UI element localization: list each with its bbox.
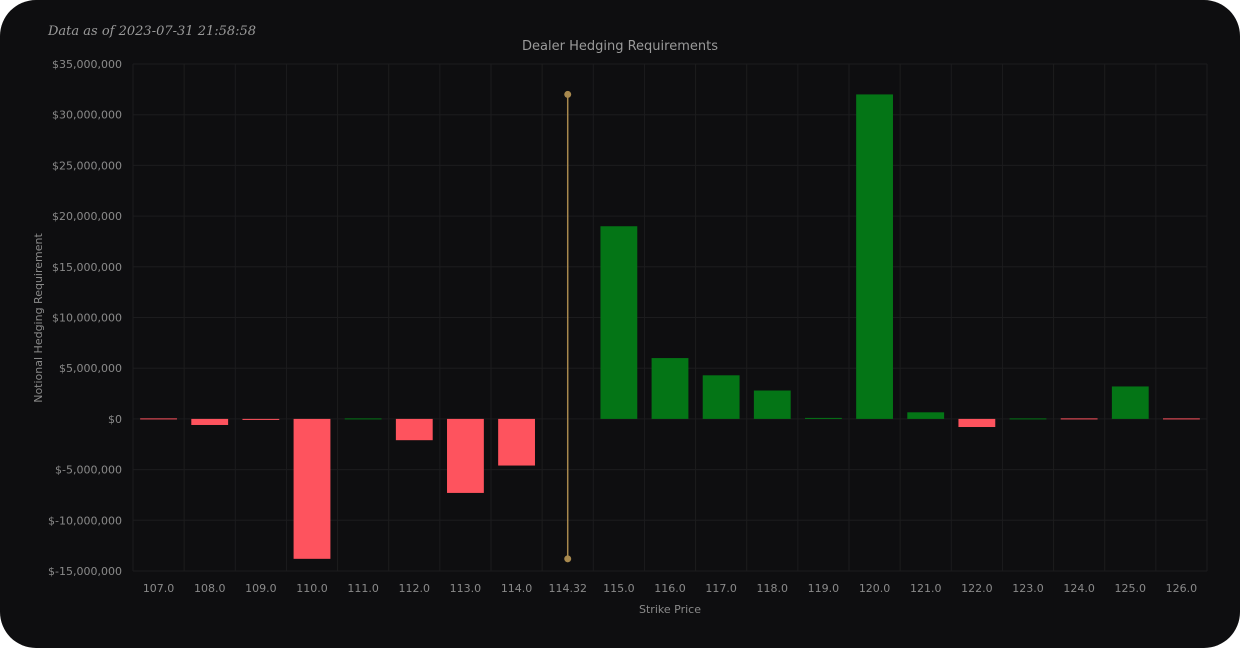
bar-122.0[interactable] [958,418,996,428]
x-tick-label: 107.0 [143,582,175,595]
bar-118.0[interactable] [753,390,791,419]
x-tick-label: 114.32 [548,582,587,595]
x-tick-label: 109.0 [245,582,277,595]
bar-107.0[interactable] [140,418,177,420]
x-tick-label: 115.0 [603,582,635,595]
bar-126.0[interactable] [1163,418,1200,420]
grid-lines [132,63,1208,572]
y-tick-label: $30,000,000 [52,109,122,122]
x-tick-label: 124.0 [1063,582,1095,595]
x-tick-label: 125.0 [1115,582,1147,595]
x-tick-label: 121.0 [910,582,942,595]
y-tick-label: $15,000,000 [52,261,122,274]
bar-109.0[interactable] [242,418,280,420]
bar-110.0[interactable] [293,418,331,559]
x-axis-title: Strike Price [639,603,701,616]
chart-title: Dealer Hedging Requirements [522,39,718,54]
bar-108.0[interactable] [191,418,229,425]
x-tick-label: 119.0 [808,582,840,595]
data-timestamp: Data as of 2023-07-31 21:58:58 [48,24,257,39]
y-tick-label: $-15,000,000 [48,565,122,578]
spot-price-endpoint [564,90,572,98]
y-tick-label: $-5,000,000 [55,464,122,477]
y-tick-label: $35,000,000 [52,58,122,71]
x-tick-label: 117.0 [705,582,737,595]
x-tick-label: 110.0 [296,582,328,595]
bar-120.0[interactable] [856,94,893,419]
bar-117.0[interactable] [702,375,740,419]
x-tick-label: 118.0 [757,582,789,595]
x-tick-label: 123.0 [1012,582,1044,595]
bar-112.0[interactable] [395,418,433,441]
x-tick-label: 108.0 [194,582,226,595]
x-tick-label: 112.0 [399,582,431,595]
bar-123.0[interactable] [1009,418,1047,420]
bar-116.0[interactable] [651,358,689,419]
y-tick-label: $0 [108,413,122,426]
x-tick-label: 120.0 [859,582,891,595]
x-tick-label: 113.0 [450,582,482,595]
y-tick-label: $5,000,000 [59,362,122,375]
x-axis-ticks: 107.0 108.0 109.0 110.0 111.0 112.0 113.0 114.0… [143,582,1197,595]
bar-124.0[interactable] [1060,418,1098,420]
bar-113.0[interactable] [447,418,484,493]
x-tick-label: 111.0 [347,582,379,595]
bar-111.0[interactable] [344,418,382,420]
y-tick-label: $25,000,000 [52,159,122,172]
bar-114.0[interactable] [498,418,535,466]
y-tick-label: $-10,000,000 [48,514,122,527]
x-tick-label: 126.0 [1166,582,1198,595]
spot-marker [564,90,572,563]
bar-115.0[interactable] [600,226,638,419]
x-tick-label: 116.0 [654,582,686,595]
spot-price-endpoint [564,555,572,563]
y-axis-title: Notional Hedging Requirement [32,233,45,403]
bars [140,94,1200,559]
y-axis-ticks: $35,000,000 $30,000,000 $25,000,000 $20,000… [48,58,122,578]
x-tick-label: 114.0 [501,582,533,595]
bar-125.0[interactable] [1111,386,1149,419]
y-tick-label: $20,000,000 [52,210,122,223]
y-tick-label: $10,000,000 [52,312,122,325]
x-tick-label: 122.0 [961,582,993,595]
bar-119.0[interactable] [805,417,842,419]
bar-121.0[interactable] [907,412,945,419]
